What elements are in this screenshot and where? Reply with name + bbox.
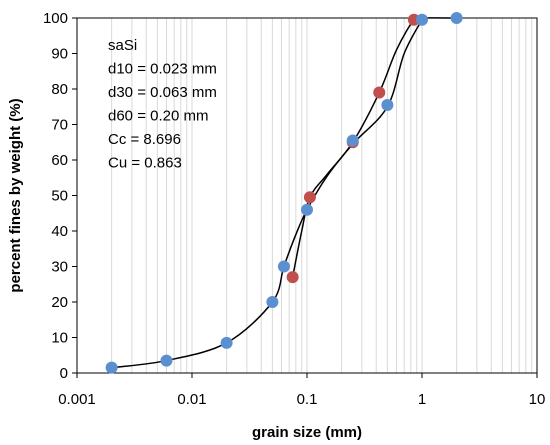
x-axis-title: grain size (mm) bbox=[252, 424, 362, 441]
y-axis-ticks: 0 10 20 30 40 50 60 70 80 90 100 bbox=[43, 10, 77, 382]
data-point bbox=[373, 86, 386, 99]
y-tick-label: 40 bbox=[51, 223, 68, 240]
annotation-line: d60 = 0.20 mm bbox=[108, 108, 208, 125]
x-tick-label: 0.01 bbox=[177, 391, 206, 408]
y-tick-label: 0 bbox=[60, 365, 68, 382]
data-point bbox=[160, 354, 173, 367]
data-point bbox=[416, 13, 428, 26]
y-tick-label: 100 bbox=[43, 10, 68, 27]
y-tick-label: 20 bbox=[51, 294, 68, 311]
y-tick-label: 10 bbox=[51, 330, 68, 347]
x-tick-label: 0.001 bbox=[58, 391, 96, 408]
data-point bbox=[266, 296, 279, 308]
annotation-line: saSi bbox=[108, 37, 137, 54]
y-tick-label: 80 bbox=[51, 81, 68, 98]
x-axis-ticks: 0.001 0.01 0.1 1 10 bbox=[58, 373, 545, 408]
annotation-line: Cu = 0.863 bbox=[108, 155, 182, 172]
data-point bbox=[450, 12, 463, 24]
data-point bbox=[301, 203, 313, 216]
y-tick-label: 30 bbox=[51, 259, 68, 276]
data-point bbox=[381, 98, 394, 111]
annotation-line: Cc = 8.696 bbox=[108, 131, 181, 148]
y-axis-title: percent fines by weight (%) bbox=[7, 98, 24, 292]
data-point bbox=[286, 271, 299, 284]
x-tick-label: 1 bbox=[418, 391, 426, 408]
gradation-curve bbox=[291, 16, 457, 278]
data-point bbox=[105, 361, 118, 374]
x-tick-label: 0.1 bbox=[297, 391, 318, 408]
data-point bbox=[220, 336, 233, 349]
log-gridlines bbox=[76, 18, 533, 373]
y-tick-label: 70 bbox=[51, 117, 68, 134]
sample-annotations: saSi d10 = 0.023 mm d30 = 0.063 mm d60 = 0.… bbox=[108, 37, 217, 172]
data-point bbox=[303, 191, 316, 204]
data-point bbox=[277, 260, 290, 273]
y-tick-label: 50 bbox=[51, 188, 68, 205]
annotation-line: d30 = 0.063 mm bbox=[108, 84, 217, 101]
x-tick-label: 10 bbox=[529, 391, 546, 408]
data-point bbox=[346, 134, 359, 147]
data-points bbox=[105, 12, 463, 374]
y-tick-label: 60 bbox=[51, 152, 68, 169]
y-tick-label: 90 bbox=[51, 46, 68, 63]
annotation-line: d10 = 0.023 mm bbox=[108, 61, 217, 78]
